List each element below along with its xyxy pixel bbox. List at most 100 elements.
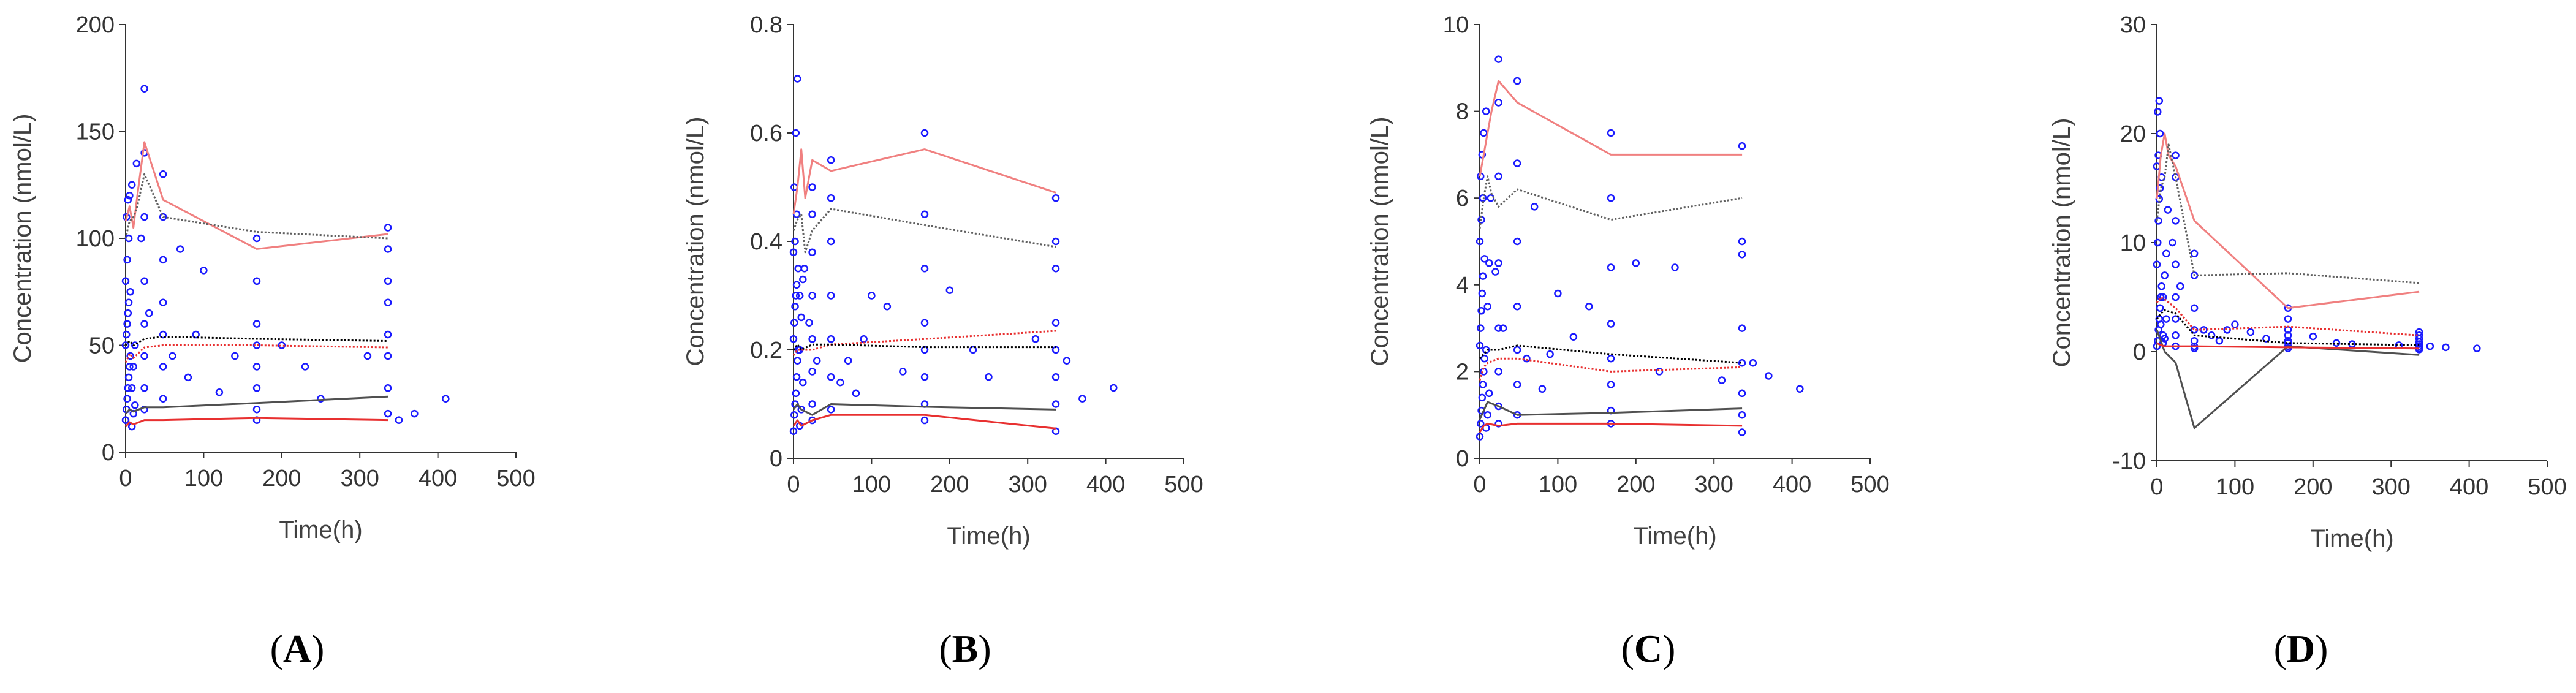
data-point xyxy=(1530,203,1539,211)
data-point xyxy=(317,395,325,403)
series-line-lower-predicted xyxy=(2156,329,2420,430)
y-axis-title: Concentration (nmol/L) xyxy=(1366,117,1393,366)
data-point xyxy=(920,210,929,218)
data-point xyxy=(159,363,167,371)
data-point xyxy=(140,85,148,93)
data-point xyxy=(384,277,392,286)
data-point xyxy=(1718,376,1726,384)
x-tick-label: 400 xyxy=(419,466,457,491)
data-point xyxy=(123,320,131,328)
data-point xyxy=(2207,331,2216,339)
data-point xyxy=(124,195,132,204)
data-point xyxy=(827,237,835,246)
data-point xyxy=(1738,389,1746,398)
data-point xyxy=(127,384,136,392)
data-point xyxy=(808,335,816,343)
panel-label-open-paren: ( xyxy=(939,627,952,670)
data-point xyxy=(794,75,801,83)
series-line-lower-predicted xyxy=(124,395,388,415)
data-point xyxy=(384,330,392,339)
y-tick-label: 0.4 xyxy=(750,229,782,255)
x-tick-label: 300 xyxy=(1008,472,1047,498)
data-point xyxy=(124,373,133,382)
data-point xyxy=(808,400,816,408)
x-tick-label: 200 xyxy=(930,472,969,498)
data-point xyxy=(124,309,132,317)
series-line-lower-observed xyxy=(124,417,388,428)
data-point xyxy=(159,213,167,221)
chart-panel-a: 0 100 200 300 400 500 0 50 100 150 200 Time(h) Conce… xyxy=(9,12,536,670)
data-point xyxy=(1513,302,1521,311)
data-point xyxy=(123,395,131,403)
data-point xyxy=(1051,237,1060,246)
y-tick-label: 0 xyxy=(770,446,782,472)
data-point xyxy=(231,352,239,360)
data-point xyxy=(1765,372,1773,380)
data-point xyxy=(1513,346,1521,354)
data-point xyxy=(1655,368,1664,376)
data-point xyxy=(127,181,136,189)
data-point xyxy=(1513,381,1521,388)
data-point xyxy=(790,319,798,327)
x-tick-label: 200 xyxy=(2294,474,2332,500)
y-tick-label: 0.6 xyxy=(750,121,782,146)
data-point xyxy=(920,416,929,425)
data-point xyxy=(797,313,805,322)
data-point xyxy=(1796,385,1804,393)
data-point xyxy=(2172,293,2180,301)
data-point xyxy=(1078,395,1086,403)
panel-label-close-paren: ) xyxy=(2315,627,2328,670)
series-line-upper-predicted xyxy=(1479,175,1743,229)
data-point xyxy=(1607,381,1615,388)
data-point xyxy=(1738,358,1746,367)
data-point xyxy=(883,302,892,311)
data-point xyxy=(2176,282,2184,290)
data-point xyxy=(797,406,805,414)
data-point xyxy=(252,277,261,286)
x-tick-label: 0 xyxy=(119,466,132,491)
series-line-upper-predicted xyxy=(2156,143,2420,284)
data-point xyxy=(140,277,148,286)
data-point xyxy=(192,330,200,339)
data-point xyxy=(384,384,392,392)
data-point xyxy=(2215,336,2224,345)
x-axis-title: Time(h) xyxy=(947,523,1030,550)
data-point xyxy=(808,183,816,191)
data-point xyxy=(2172,331,2180,339)
data-point xyxy=(827,373,835,381)
x-axis-title: Time(h) xyxy=(1633,523,1716,550)
data-point xyxy=(159,330,167,339)
y-tick-label: -10 xyxy=(2112,449,2146,474)
data-point xyxy=(789,335,798,343)
data-point xyxy=(792,373,801,381)
data-point xyxy=(2161,335,2169,343)
data-point xyxy=(176,245,184,253)
data-point xyxy=(131,341,139,349)
x-tick-label: 300 xyxy=(2371,474,2410,500)
data-point xyxy=(1607,263,1615,271)
data-point xyxy=(2415,346,2423,354)
y-tick-label: 8 xyxy=(1456,99,1469,125)
x-tick-label: 500 xyxy=(1164,472,1203,498)
series-line-median-observed xyxy=(2156,296,2420,336)
chart-panel-c: 0 100 200 300 400 500 0 2 4 6 8 10 Time(h) Concentrat… xyxy=(1366,12,1890,670)
y-tick-label: 0.2 xyxy=(750,338,782,363)
data-point xyxy=(1738,250,1746,259)
data-point xyxy=(2169,238,2176,247)
data-point xyxy=(827,194,835,202)
data-point xyxy=(792,292,800,300)
data-point xyxy=(985,373,993,381)
data-point xyxy=(799,275,807,284)
series-line-lower-predicted xyxy=(792,403,1056,416)
y-tick-label: 20 xyxy=(2120,121,2146,147)
data-point xyxy=(2262,335,2270,343)
data-point xyxy=(384,409,392,418)
data-point xyxy=(2190,249,2199,258)
data-point xyxy=(2154,108,2162,116)
data-point xyxy=(159,395,167,403)
data-point xyxy=(1738,324,1746,332)
data-point xyxy=(121,277,130,286)
series-line-lower-observed xyxy=(2156,342,2420,350)
data-point xyxy=(1031,335,1040,343)
data-point xyxy=(126,191,134,200)
